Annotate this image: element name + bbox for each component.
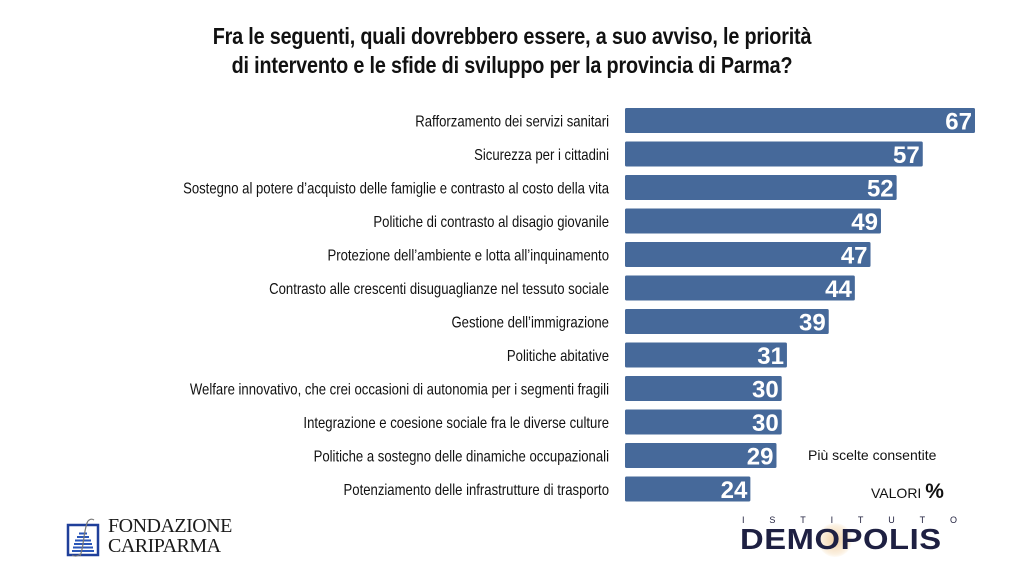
multiple-choice-note: Più scelte consentite [808,447,937,463]
istituto-text: I S T I T U T O [742,515,957,525]
category-label: Sicurezza per i cittadini [474,147,609,164]
bar [625,208,881,234]
value-label: 31 [757,343,784,370]
category-label: Welfare innovativo, che crei occasioni d… [190,382,609,399]
bar-row: Politiche a sostegno delle dinamiche occ… [314,443,777,471]
value-label: 39 [799,310,826,337]
fondazione-cariparma-emblem-icon [66,518,100,557]
bar [625,108,975,133]
value-label: 47 [841,243,868,270]
bar [625,141,923,167]
bar-row: Protezione dell’ambiente e lotta all’inq… [327,242,871,270]
demopolis-logo: I S T I T U T O DEMOPOLIS [740,515,960,557]
bar [625,409,782,435]
bar [625,309,829,334]
category-label: Protezione dell’ambiente e lotta all’inq… [327,248,609,265]
category-label: Politiche abitative [507,348,609,365]
values-label: VALORI [871,485,922,501]
bar-row: Sicurezza per i cittadini 57 [474,141,923,169]
values-unit: % [925,480,944,503]
bar [625,175,897,200]
bar-row: Sostegno al potere d’acquisto delle fami… [183,175,897,203]
category-label: Rafforzamento dei servizi sanitari [415,114,609,131]
category-label: Integrazione e coesione sociale fra le d… [303,415,609,432]
chart-title-line-2: di intervento e le sfide di sviluppo per… [231,52,793,78]
value-label: 57 [893,142,920,169]
bar-row: Gestione dell’immigrazione 39 [451,309,829,337]
bar-row: Politiche abitative 31 [507,342,787,370]
values-unit-note: VALORI % [871,480,944,504]
value-label: 52 [867,176,894,203]
value-label: 30 [752,410,779,437]
logo-left-line-1: FONDAZIONE [108,515,232,537]
value-label: 29 [747,444,774,471]
bar-row: Rafforzamento dei servizi sanitari 67 [415,108,975,136]
category-label: Potenziamento delle infrastrutture di tr… [344,482,610,499]
fondazione-cariparma-logo: FONDAZIONE CARIPARMA [66,513,236,563]
bar [625,275,855,301]
bar-row: Welfare innovativo, che crei occasioni d… [190,376,782,404]
category-label: Politiche a sostegno delle dinamiche occ… [314,449,609,466]
demopolis-glow-icon [818,523,852,557]
category-label: Politiche di contrasto al disagio giovan… [373,214,609,231]
chart-title: Fra le seguenti, quali dovrebbero essere… [72,22,953,80]
value-label: 49 [851,209,878,236]
value-label: 30 [752,377,779,404]
bar [625,342,787,368]
bar [625,443,777,468]
category-label: Sostegno al potere d’acquisto delle fami… [183,181,609,198]
value-label: 24 [721,477,748,504]
category-label: Gestione dell’immigrazione [451,315,609,332]
demopolis-text: DEMOPOLIS [740,524,942,556]
bar [625,476,751,502]
logo-left-line-2: CARIPARMA [108,535,221,557]
category-label: Contrasto alle crescenti disuguaglianze … [269,281,609,298]
bar-row: Integrazione e coesione sociale fra le d… [303,409,782,437]
bar-row: Politiche di contrasto al disagio giovan… [373,208,881,236]
fondazione-cariparma-text: FONDAZIONE CARIPARMA [108,516,232,556]
chart-title-line-1: Fra le seguenti, quali dovrebbero essere… [212,23,812,49]
value-label: 44 [825,276,852,303]
bar-row: Potenziamento delle infrastrutture di tr… [344,476,751,504]
bar [625,376,782,401]
bar [625,242,871,267]
value-label: 67 [945,109,972,136]
bar-row: Contrasto alle crescenti disuguaglianze … [269,275,855,303]
